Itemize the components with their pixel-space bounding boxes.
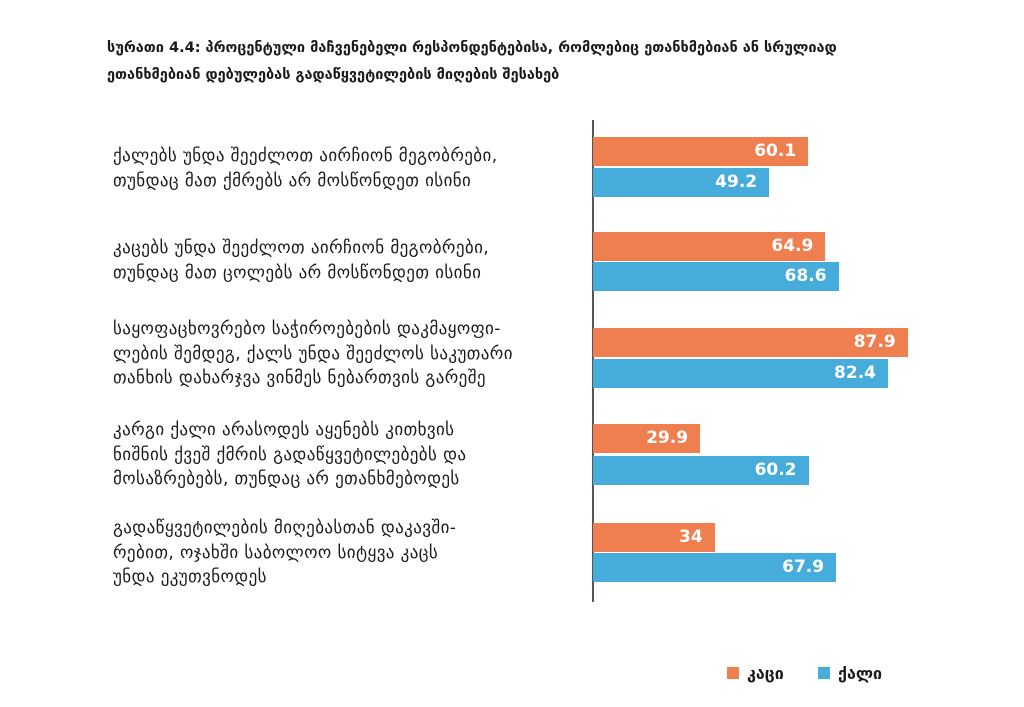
category-label-3-line-3: თანხის დახარჯვა ვინმეს ნებართვის გარეშე	[113, 368, 486, 388]
data-label-men-5: 34	[679, 527, 703, 547]
data-label-women-5: 67.9	[782, 557, 825, 577]
category-label-3: საყოფაცხოვრებო საჭიროებების დაკმაყოფი-ლე…	[113, 317, 593, 391]
category-label-4: კარგი ქალი არასოდეს აყენებს კითხვის ნიშნი…	[113, 418, 593, 492]
category-label-1-line-1: ქალებს უნდა შეეძლოთ აირჩიონ მეგობრები,	[113, 146, 498, 166]
category-label-3-line-1: საყოფაცხოვრებო საჭიროებების დაკმაყოფი-	[113, 319, 501, 339]
y-axis-line	[592, 120, 594, 602]
category-label-5-line-1: გადაწყვეტილების მიღებასთან დაკავში-	[113, 518, 457, 538]
bar-men-4: 29.9	[593, 424, 701, 453]
bar-women-2: 68.6	[593, 262, 839, 291]
legend-swatch-men	[727, 667, 739, 679]
legend-item-women: ქალი	[818, 663, 882, 683]
category-label-1-line-2: თუნდაც მათ ქმრებს არ მოსწონდეთ ისინი	[113, 170, 472, 191]
bar-women-1: 49.2	[593, 168, 770, 197]
data-label-men-1: 60.1	[754, 141, 797, 161]
data-label-women-4: 60.2	[754, 460, 797, 480]
category-label-2-line-1: კაცებს უნდა შეეძლოთ აირჩიონ მეგობრები,	[113, 238, 490, 258]
data-label-women-3: 82.4	[834, 363, 876, 383]
category-label-4-line-1: კარგი ქალი არასოდეს აყენებს კითხვის	[113, 420, 455, 440]
category-label-2: კაცებს უნდა შეეძლოთ აირჩიონ მეგობრები, თუ…	[113, 236, 593, 285]
data-label-men-4: 29.9	[646, 428, 689, 448]
category-label-2-line-2: თუნდაც მათ ცოლებს არ მოსწონდეთ ისინი	[113, 262, 482, 283]
chart-title-line-1: სურათი 4.4: პროცენტული მაჩვენებელი რესპო…	[107, 40, 837, 56]
category-label-4-line-2: ნიშნის ქვეშ ქმრის გადაწყვეტილებებს და	[113, 444, 467, 465]
category-label-3-line-2: ლების შემდეგ, ქალს უნდა შეეძლოს საკუთარი	[113, 343, 513, 364]
legend-label-men: კაცი	[747, 663, 784, 683]
bar-men-1: 60.1	[593, 137, 809, 166]
category-label-1: ქალებს უნდა შეეძლოთ აირჩიონ მეგობრები, თუ…	[113, 144, 593, 193]
category-label-4-line-3: მოსაზრებებს, თუნდაც არ ეთანხმებოდეს	[113, 469, 460, 489]
chart-title-line-2: ეთანხმებიან დებულებას გადაწყვეტილების მი…	[107, 67, 560, 83]
category-label-5: გადაწყვეტილების მიღებასთან დაკავში-რებით…	[113, 516, 593, 590]
chart-title: სურათი 4.4: პროცენტული მაჩვენებელი რესპო…	[107, 35, 947, 89]
bar-men-2: 64.9	[593, 232, 826, 261]
legend-label-women: ქალი	[838, 663, 883, 683]
bar-men-5: 34	[593, 523, 715, 552]
legend-swatch-women	[818, 667, 830, 679]
bar-women-4: 60.2	[593, 456, 809, 485]
bar-men-3: 87.9	[593, 328, 908, 357]
legend-item-men: კაცი	[727, 663, 784, 683]
data-label-men-3: 87.9	[853, 332, 896, 352]
data-label-women-1: 49.2	[715, 172, 758, 192]
bar-women-5: 67.9	[593, 553, 837, 582]
category-label-5-line-2: რებით, ოჯახში საბოლოო სიტყვა კაცს	[113, 542, 439, 563]
category-label-5-line-3: უნდა ეკუთვნოდეს	[113, 567, 267, 587]
data-label-women-2: 68.6	[784, 266, 827, 286]
data-label-men-2: 64.9	[771, 236, 814, 256]
bar-women-3: 82.4	[593, 359, 888, 388]
